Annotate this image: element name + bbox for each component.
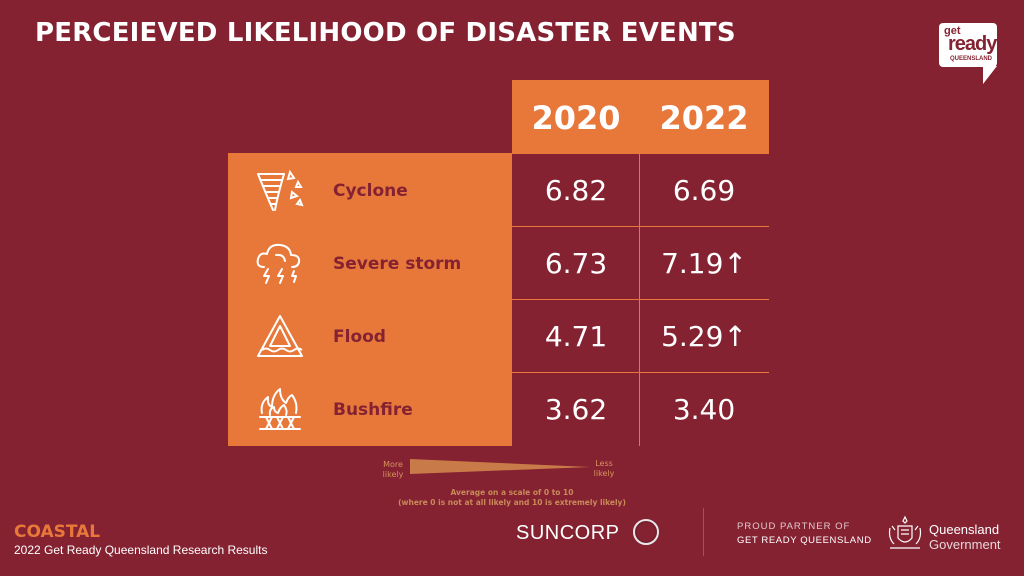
event-label: Cyclone <box>333 181 408 201</box>
cyclone-icon <box>257 169 304 211</box>
queensland-crest-icon <box>888 515 922 549</box>
value-bushfire-2020: 3.62 <box>544 393 608 426</box>
event-labels-panel: Cyclone Severe storm Flood Bushfire <box>228 153 512 446</box>
queensland-government-line2: Government <box>929 537 1001 552</box>
scale-more-likely-label: More likely <box>382 460 404 479</box>
value-flood-2020: 4.71 <box>544 320 608 353</box>
value-severe-storm-2022: 7.19↑ <box>661 247 747 280</box>
logo-line2: ready <box>948 33 997 55</box>
flood-warning-icon <box>257 315 303 357</box>
scale-note: Average on a scale of 0 to 10 (where 0 i… <box>390 488 634 508</box>
queensland-government-line1: Queensland <box>929 522 1000 537</box>
year-header: 2020 2022 <box>512 80 769 154</box>
value-cyclone-2022: 6.69 <box>672 174 736 207</box>
get-ready-queensland-logo: get ready QUEENSLAND <box>939 23 997 67</box>
footer-subtitle: 2022 Get Ready Queensland Research Resul… <box>14 543 268 557</box>
year-2022-heading: 2022 <box>659 99 749 137</box>
value-severe-storm-2020: 6.73 <box>544 247 608 280</box>
row-divider <box>512 372 769 373</box>
event-row-bushfire: Bushfire <box>228 372 512 445</box>
event-label: Severe storm <box>333 254 462 274</box>
logo-speech-tail <box>983 66 997 84</box>
values-table: 6.82 6.69 6.73 7.19↑ 4.71 5.29↑ 3.62 3.4… <box>512 153 769 446</box>
suncorp-ring-icon <box>633 519 659 545</box>
scale-less-likely-label: Less likely <box>593 459 615 478</box>
value-bushfire-2022: 3.40 <box>672 393 736 426</box>
event-label: Flood <box>333 327 386 347</box>
year-2020-heading: 2020 <box>531 99 621 137</box>
row-divider <box>512 226 769 227</box>
event-row-severe-storm: Severe storm <box>228 226 512 299</box>
likelihood-scale-wedge <box>410 459 590 474</box>
page-title: PERCEIEVED LIKELIHOOD OF DISASTER EVENTS <box>35 18 736 48</box>
bushfire-icon <box>259 388 301 430</box>
event-row-flood: Flood <box>228 299 512 372</box>
partner-line2: GET READY QUEENSLAND <box>737 535 872 546</box>
value-cyclone-2020: 6.82 <box>544 174 608 207</box>
partner-line1: PROUD PARTNER OF <box>737 521 851 532</box>
logo-line3: QUEENSLAND <box>950 56 993 62</box>
scale-note-line1: Average on a scale of 0 to 10 <box>450 488 574 497</box>
row-divider <box>512 299 769 300</box>
footer-divider <box>703 508 704 556</box>
event-label: Bushfire <box>333 400 413 420</box>
logo-line1: get <box>944 25 961 37</box>
storm-cloud-icon <box>256 243 301 284</box>
scale-note-line2: (where 0 is not at all likely and 10 is … <box>398 498 626 507</box>
value-flood-2022: 5.29↑ <box>661 320 747 353</box>
suncorp-logo-text: SUNCORP <box>516 522 620 544</box>
event-row-cyclone: Cyclone <box>228 153 512 226</box>
region-label: COASTAL <box>14 522 101 542</box>
